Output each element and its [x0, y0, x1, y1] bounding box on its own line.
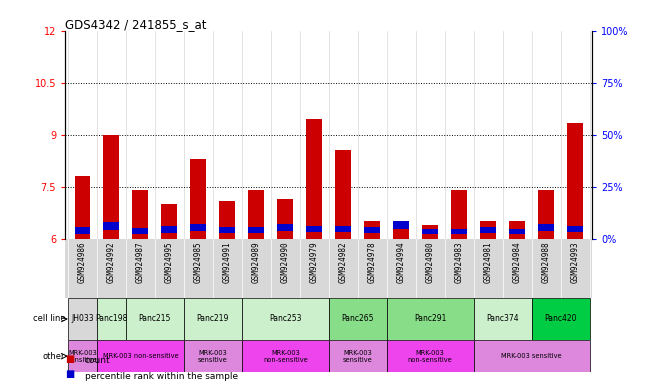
- Bar: [480, 227, 496, 232]
- Text: MRK-003
sensitive: MRK-003 sensitive: [198, 350, 228, 362]
- Text: MRK-003 sensitive: MRK-003 sensitive: [501, 353, 562, 359]
- Text: GDS4342 / 241855_s_at: GDS4342 / 241855_s_at: [65, 18, 206, 31]
- Text: GSM924980: GSM924980: [426, 242, 435, 283]
- Bar: [335, 150, 351, 239]
- Text: GSM924986: GSM924986: [78, 242, 87, 283]
- Bar: [387, 298, 474, 340]
- Bar: [335, 225, 351, 232]
- Text: GSM924990: GSM924990: [281, 242, 290, 283]
- Bar: [104, 222, 119, 230]
- Bar: [104, 135, 119, 239]
- Bar: [74, 227, 90, 233]
- Text: Panc215: Panc215: [139, 314, 171, 323]
- Bar: [307, 119, 322, 239]
- Text: GSM924984: GSM924984: [512, 242, 521, 283]
- Bar: [474, 298, 532, 340]
- Text: GSM924981: GSM924981: [484, 242, 493, 283]
- Text: GSM924993: GSM924993: [570, 242, 579, 283]
- Text: percentile rank within the sample: percentile rank within the sample: [85, 372, 238, 381]
- Bar: [538, 190, 554, 239]
- Bar: [365, 227, 380, 232]
- Text: ■: ■: [65, 369, 74, 379]
- Text: GSM924994: GSM924994: [396, 242, 406, 283]
- Text: GSM924991: GSM924991: [223, 242, 232, 283]
- Text: MRK-003
non-sensitive: MRK-003 non-sensitive: [408, 350, 452, 362]
- Bar: [68, 298, 97, 340]
- Text: other: other: [43, 352, 65, 361]
- Text: Panc198: Panc198: [95, 314, 128, 323]
- Text: JH033: JH033: [71, 314, 94, 323]
- Text: GSM924979: GSM924979: [310, 242, 319, 283]
- Text: MRK-003 non-sensitive: MRK-003 non-sensitive: [103, 353, 178, 359]
- Bar: [567, 122, 583, 239]
- Bar: [474, 340, 590, 372]
- Text: GSM924992: GSM924992: [107, 242, 116, 283]
- Text: MRK-003
sensitive: MRK-003 sensitive: [343, 350, 372, 362]
- Text: GSM924983: GSM924983: [454, 242, 464, 283]
- Bar: [422, 229, 438, 233]
- Bar: [277, 199, 293, 239]
- Text: GSM924987: GSM924987: [136, 242, 145, 283]
- Bar: [329, 340, 387, 372]
- Bar: [567, 225, 583, 232]
- Text: GSM924978: GSM924978: [368, 242, 377, 283]
- Text: GSM924988: GSM924988: [542, 242, 551, 283]
- Bar: [422, 225, 438, 239]
- Text: GSM924985: GSM924985: [194, 242, 203, 283]
- Bar: [480, 222, 496, 239]
- Bar: [68, 340, 97, 372]
- Bar: [451, 190, 467, 239]
- Bar: [190, 224, 206, 231]
- Bar: [97, 298, 126, 340]
- Bar: [184, 298, 242, 340]
- Text: GSM924982: GSM924982: [339, 242, 348, 283]
- Text: Panc420: Panc420: [544, 314, 577, 323]
- Bar: [132, 190, 148, 239]
- Bar: [74, 176, 90, 239]
- Text: cell line: cell line: [33, 314, 65, 323]
- Text: MRK-003
non-sensitive: MRK-003 non-sensitive: [263, 350, 308, 362]
- Bar: [509, 229, 525, 233]
- Bar: [532, 298, 590, 340]
- Bar: [97, 340, 184, 372]
- Bar: [307, 225, 322, 232]
- Bar: [393, 225, 409, 239]
- Text: count: count: [85, 356, 110, 365]
- Bar: [365, 222, 380, 239]
- Text: Panc253: Panc253: [269, 314, 301, 323]
- Bar: [161, 226, 177, 232]
- Bar: [538, 224, 554, 231]
- Text: GSM924995: GSM924995: [165, 242, 174, 283]
- Bar: [509, 222, 525, 239]
- Bar: [393, 221, 409, 229]
- Bar: [219, 200, 235, 239]
- Text: Panc265: Panc265: [342, 314, 374, 323]
- Bar: [126, 298, 184, 340]
- Text: Panc374: Panc374: [486, 314, 519, 323]
- Bar: [161, 204, 177, 239]
- Bar: [248, 227, 264, 232]
- Text: GSM924989: GSM924989: [252, 242, 261, 283]
- Text: ■: ■: [65, 354, 74, 364]
- Bar: [219, 227, 235, 232]
- Bar: [248, 190, 264, 239]
- Bar: [184, 340, 242, 372]
- Bar: [190, 159, 206, 239]
- Text: Panc219: Panc219: [197, 314, 229, 323]
- Bar: [451, 229, 467, 233]
- Bar: [387, 340, 474, 372]
- Bar: [132, 228, 148, 233]
- Bar: [329, 298, 387, 340]
- Text: MRK-003
sensitive: MRK-003 sensitive: [68, 350, 98, 362]
- Bar: [277, 224, 293, 231]
- Bar: [242, 298, 329, 340]
- Bar: [242, 340, 329, 372]
- Text: Panc291: Panc291: [414, 314, 447, 323]
